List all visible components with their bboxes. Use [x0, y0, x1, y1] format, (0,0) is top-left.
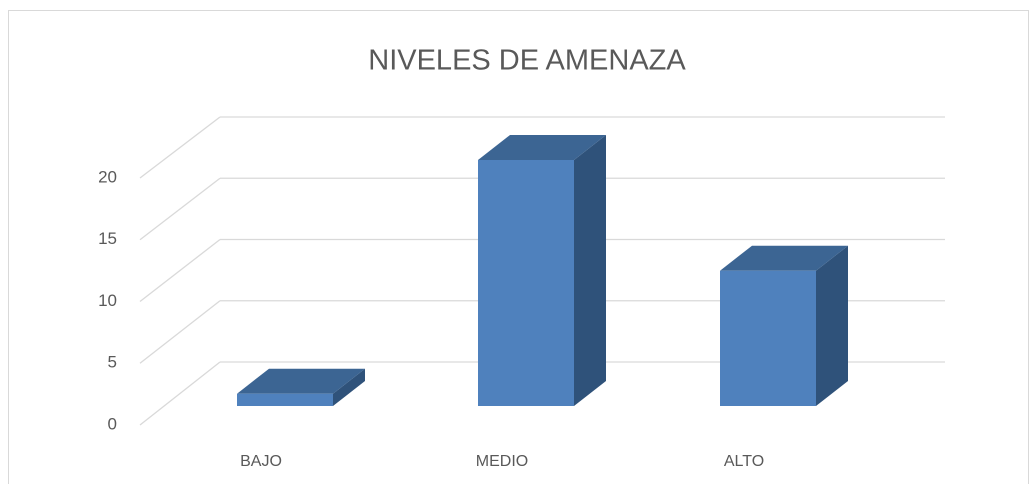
y-tick-label: 5 [108, 353, 117, 372]
grid-line [139, 300, 221, 364]
y-tick-label: 0 [108, 414, 117, 433]
bar-side [333, 368, 365, 406]
grid-line [139, 116, 221, 179]
grid-line [139, 177, 221, 241]
y-tick-label: 15 [98, 229, 117, 248]
bar-front [237, 393, 333, 406]
bar-side [816, 245, 848, 406]
y-tick-label: 10 [98, 291, 117, 310]
grid-line [139, 238, 221, 303]
bar-front [720, 270, 816, 406]
bar-top [720, 245, 848, 271]
grid-line [139, 361, 221, 426]
bar-front [478, 160, 574, 406]
bar-top [478, 135, 606, 160]
bar-top [237, 368, 365, 394]
bar [478, 135, 606, 406]
x-tick-label: ALTO [724, 453, 764, 470]
y-tick-label: 20 [98, 167, 117, 186]
x-tick-label: BAJO [240, 453, 282, 470]
chart-frame [8, 10, 1029, 484]
chart-title: NIVELES DE AMENAZA [368, 45, 686, 77]
bar-side [574, 135, 606, 406]
x-tick-label: MEDIO [476, 453, 528, 470]
bar [720, 245, 848, 406]
bar [237, 368, 365, 406]
